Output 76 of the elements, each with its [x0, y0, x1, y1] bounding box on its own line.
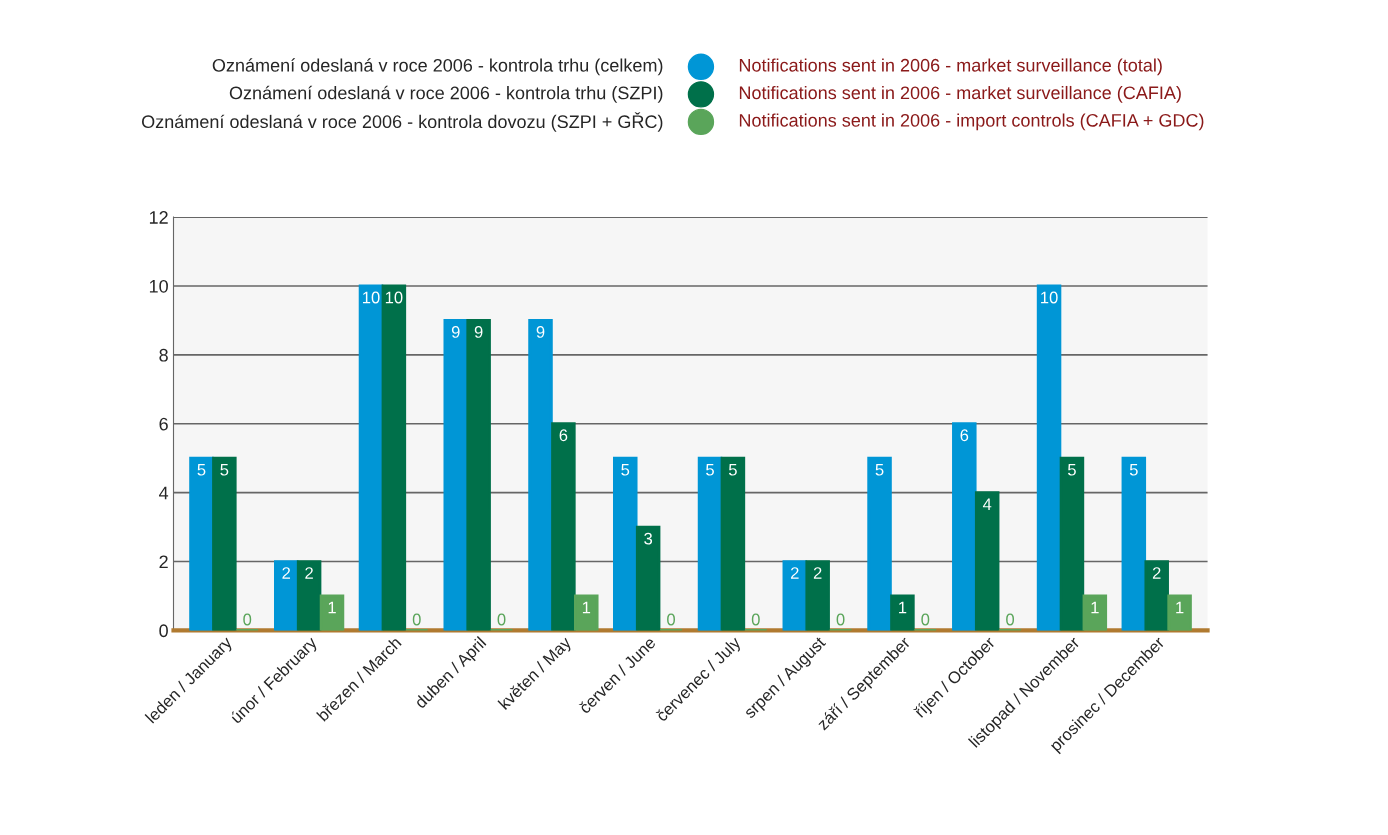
- y-tick-label: 6: [159, 417, 168, 431]
- data-label: 1: [1176, 601, 1184, 614]
- data-label: 9: [451, 326, 460, 338]
- data-label: 0: [497, 613, 506, 626]
- data-label: 2: [790, 567, 799, 579]
- data-label: 1: [582, 601, 591, 614]
- data-label: 0: [243, 613, 252, 626]
- data-label: 9: [536, 326, 545, 338]
- bar: [890, 594, 915, 631]
- bar: [466, 319, 491, 631]
- data-label: 2: [813, 567, 822, 579]
- bar: [635, 525, 661, 631]
- bar: [189, 456, 214, 631]
- bar: [443, 319, 469, 631]
- data-label: 0: [836, 613, 845, 626]
- y-tick-label: 12: [149, 211, 168, 224]
- data-label: 0: [751, 613, 760, 626]
- bar: [1082, 594, 1108, 631]
- bar: [528, 319, 553, 631]
- data-label: 0: [667, 613, 676, 626]
- y-tick-label: 4: [159, 486, 169, 500]
- data-label: 5: [728, 463, 737, 476]
- data-label: 6: [559, 429, 568, 442]
- data-label: 5: [1129, 463, 1138, 476]
- data-label: 9: [474, 326, 483, 338]
- bar: [1036, 284, 1062, 631]
- bar: [1059, 456, 1085, 631]
- text: Notifications sent in 2006 - import controls (CAFIA + GDC): [739, 113, 1204, 131]
- bar: [381, 284, 407, 631]
- data-label: 10: [362, 291, 380, 304]
- y-tick-label: 2: [159, 555, 168, 569]
- bar: [974, 491, 1000, 631]
- legend-label: Oznámení odeslaná v roce 2006 - kontrola dovozu (SZPI + GŘC): [141, 112, 663, 132]
- bar: [1167, 594, 1192, 631]
- y-tick-label: 10: [149, 279, 168, 293]
- bar: [952, 422, 977, 631]
- data-label: 1: [899, 601, 907, 614]
- bar: [720, 456, 746, 631]
- bar: [1121, 456, 1147, 631]
- data-label: 5: [197, 463, 206, 476]
- y-tick-label: 0: [159, 624, 168, 638]
- data-label: 2: [305, 567, 313, 579]
- data-label: 0: [412, 613, 421, 626]
- data-label: 6: [960, 429, 969, 442]
- data-label: 10: [1041, 291, 1058, 304]
- data-label: 2: [1152, 567, 1161, 579]
- data-label: 0: [921, 613, 930, 626]
- bar: [319, 594, 345, 631]
- bar: [273, 560, 299, 631]
- legend-label: Oznámení odeslaná v roce 2006 - kontrola trhu (SZPI): [229, 85, 663, 103]
- data-label: 0: [1006, 613, 1015, 626]
- bar: [1144, 560, 1169, 631]
- data-label: 5: [1067, 463, 1076, 476]
- data-label: 10: [385, 291, 403, 304]
- text: Notifications sent in 2006 - market surveillance (CAFIA): [739, 85, 1181, 103]
- data-label: 5: [621, 463, 630, 476]
- data-label: 3: [644, 532, 653, 545]
- bar: [358, 284, 384, 631]
- text: Notifications sent in 2006 - market surveillance (total): [739, 58, 1162, 76]
- data-label: 1: [1091, 601, 1099, 614]
- bar: [805, 560, 830, 631]
- bar: [296, 560, 322, 631]
- data-label: 1: [328, 601, 336, 614]
- data-label: 5: [706, 463, 714, 476]
- y-tick-label: 8: [159, 348, 168, 362]
- data-label: 5: [220, 463, 229, 476]
- bar: [212, 456, 237, 631]
- data-label: 5: [875, 463, 884, 476]
- bar: [697, 456, 723, 631]
- data-label: 2: [282, 567, 291, 579]
- bar: [574, 594, 599, 631]
- bar: [613, 456, 638, 631]
- bar: [551, 422, 576, 631]
- bar: [867, 456, 892, 631]
- legend-label: Oznámení odeslaná v roce 2006 - kontrola trhu (celkem): [212, 58, 663, 76]
- data-label: 4: [982, 498, 992, 510]
